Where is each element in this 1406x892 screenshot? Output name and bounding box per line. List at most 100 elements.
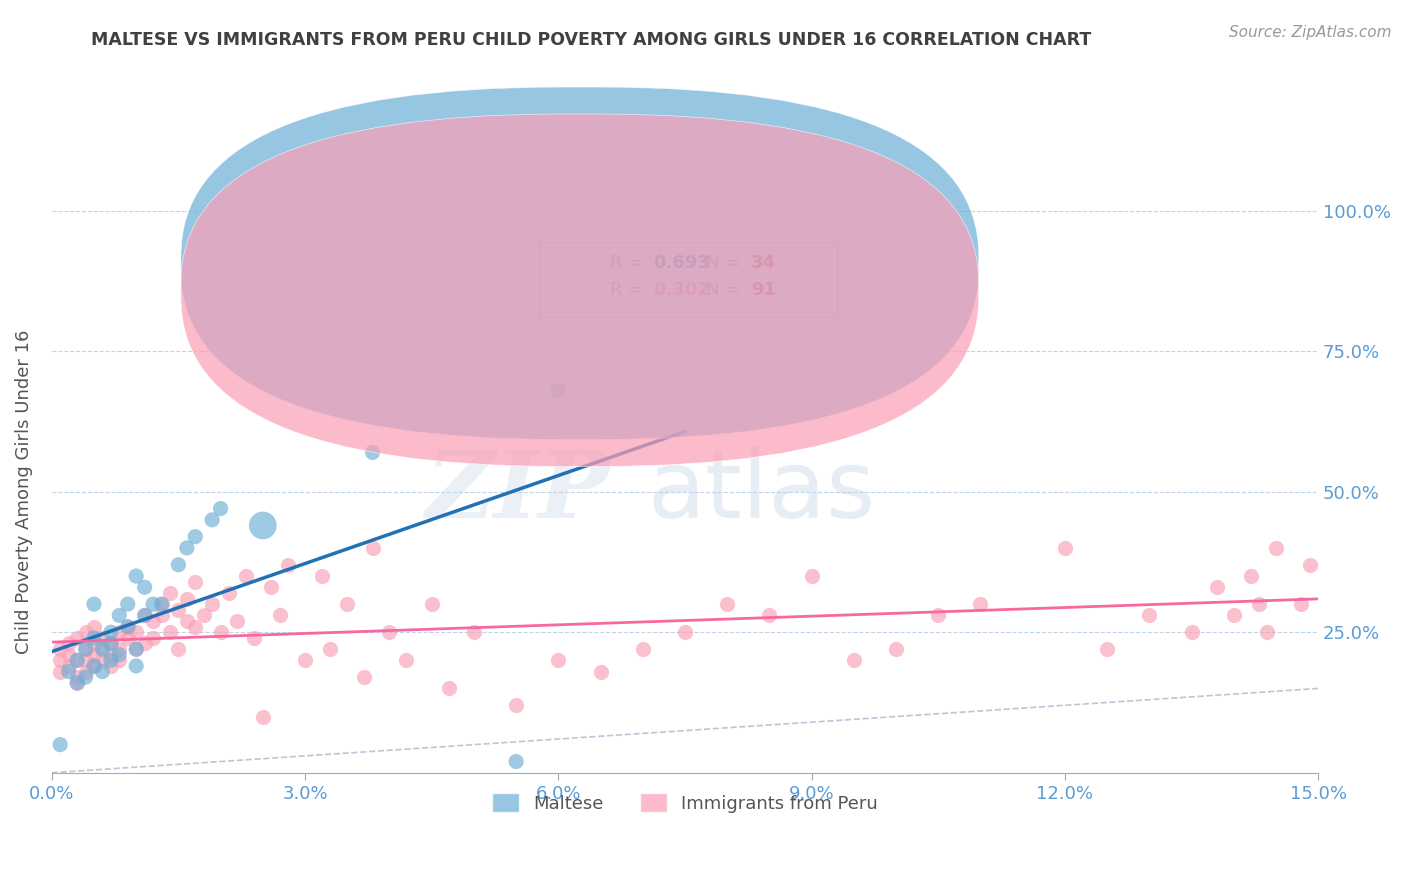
- Point: [1239, 569, 1261, 583]
- Point: [49, 642, 72, 657]
- Point: [1256, 625, 1278, 640]
- FancyBboxPatch shape: [181, 114, 979, 467]
- Point: [361, 445, 384, 459]
- Point: [75, 642, 97, 657]
- Point: [66, 670, 89, 684]
- Point: [108, 625, 131, 640]
- Point: [58, 659, 80, 673]
- Point: [159, 625, 181, 640]
- Point: [117, 597, 139, 611]
- Point: [260, 580, 283, 594]
- Point: [83, 648, 105, 662]
- Point: [142, 597, 165, 611]
- Point: [117, 619, 139, 633]
- Point: [176, 541, 198, 555]
- Point: [91, 653, 114, 667]
- Point: [311, 569, 333, 583]
- FancyBboxPatch shape: [540, 242, 837, 318]
- Point: [75, 670, 97, 684]
- Point: [108, 642, 131, 657]
- Point: [83, 619, 105, 633]
- Point: [243, 631, 266, 645]
- Point: [91, 631, 114, 645]
- Point: [83, 636, 105, 650]
- Point: [842, 653, 865, 667]
- Point: [420, 597, 443, 611]
- FancyBboxPatch shape: [181, 87, 979, 440]
- Point: [108, 648, 131, 662]
- Point: [1247, 597, 1270, 611]
- Point: [58, 648, 80, 662]
- Point: [125, 569, 148, 583]
- Point: [631, 642, 654, 657]
- Point: [75, 665, 97, 679]
- Point: [1180, 625, 1202, 640]
- Point: [294, 653, 316, 667]
- Point: [125, 642, 148, 657]
- Point: [134, 608, 156, 623]
- Point: [100, 659, 122, 673]
- Point: [134, 580, 156, 594]
- Text: N =: N =: [706, 281, 747, 299]
- Point: [83, 659, 105, 673]
- Text: 91: 91: [751, 281, 776, 299]
- Point: [1264, 541, 1286, 555]
- Point: [134, 608, 156, 623]
- Point: [361, 541, 384, 555]
- Point: [66, 653, 89, 667]
- Point: [1222, 608, 1244, 623]
- Point: [108, 608, 131, 623]
- Point: [235, 569, 257, 583]
- Point: [167, 642, 190, 657]
- Point: [969, 597, 991, 611]
- Point: [269, 608, 291, 623]
- Point: [1299, 558, 1322, 572]
- Point: [100, 625, 122, 640]
- Point: [100, 636, 122, 650]
- Point: [167, 558, 190, 572]
- Text: R =: R =: [610, 281, 650, 299]
- Point: [589, 665, 612, 679]
- Point: [108, 653, 131, 667]
- Point: [336, 597, 359, 611]
- Point: [75, 625, 97, 640]
- Point: [49, 653, 72, 667]
- Point: [75, 653, 97, 667]
- Point: [150, 597, 173, 611]
- Point: [395, 653, 418, 667]
- Point: [66, 675, 89, 690]
- Point: [75, 642, 97, 657]
- Point: [83, 659, 105, 673]
- Point: [58, 665, 80, 679]
- Point: [176, 591, 198, 606]
- Point: [1137, 608, 1160, 623]
- Point: [252, 709, 274, 723]
- Point: [277, 558, 299, 572]
- Point: [125, 642, 148, 657]
- Point: [167, 603, 190, 617]
- Point: [673, 625, 696, 640]
- Point: [117, 631, 139, 645]
- Point: [184, 619, 207, 633]
- Point: [1291, 597, 1313, 611]
- Point: [800, 569, 823, 583]
- Point: [66, 653, 89, 667]
- Point: [176, 614, 198, 628]
- Point: [927, 608, 949, 623]
- Text: N =: N =: [706, 254, 747, 272]
- Point: [437, 681, 460, 696]
- Point: [125, 659, 148, 673]
- Point: [1205, 580, 1227, 594]
- Point: [184, 574, 207, 589]
- Point: [505, 755, 527, 769]
- Point: [117, 619, 139, 633]
- Point: [1053, 541, 1076, 555]
- Text: MALTESE VS IMMIGRANTS FROM PERU CHILD POVERTY AMONG GIRLS UNDER 16 CORRELATION C: MALTESE VS IMMIGRANTS FROM PERU CHILD PO…: [91, 31, 1091, 49]
- Point: [716, 597, 738, 611]
- Point: [218, 586, 240, 600]
- Point: [49, 665, 72, 679]
- Point: [125, 625, 148, 640]
- Point: [353, 670, 375, 684]
- Point: [505, 698, 527, 713]
- Point: [547, 384, 569, 398]
